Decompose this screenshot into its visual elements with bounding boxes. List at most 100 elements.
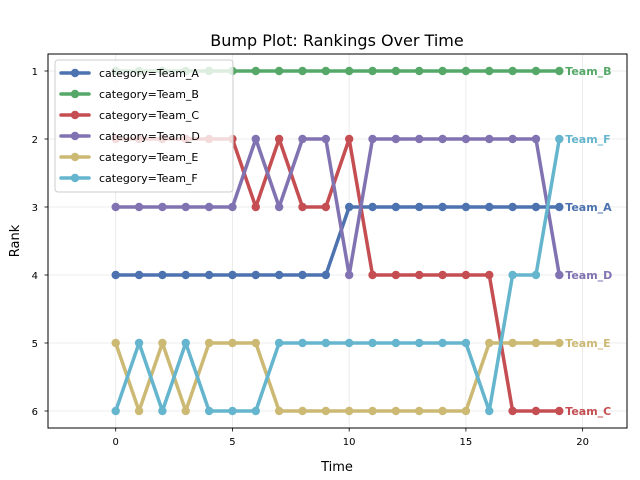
x-tick-label: 0 xyxy=(113,437,119,448)
data-point xyxy=(485,66,494,76)
legend-label: category=Team_D xyxy=(99,130,200,143)
data-point xyxy=(531,66,541,76)
legend-swatch-marker xyxy=(70,152,80,162)
data-point xyxy=(321,202,331,212)
y-tick-label: 4 xyxy=(32,271,38,282)
data-point xyxy=(485,406,494,416)
legend-item: category=Team_D xyxy=(59,130,200,143)
data-point xyxy=(274,202,284,212)
end-label-Team_E: Team_E xyxy=(565,337,610,350)
data-point xyxy=(391,134,401,144)
data-point xyxy=(368,134,377,144)
legend-item: category=Team_F xyxy=(59,172,198,185)
data-point xyxy=(555,406,564,416)
data-point xyxy=(204,338,214,348)
end-label-Team_A: Team_A xyxy=(565,201,612,214)
data-point xyxy=(321,270,331,280)
data-point xyxy=(438,66,447,76)
data-point xyxy=(438,406,447,416)
data-point xyxy=(555,338,564,348)
legend-swatch-marker xyxy=(70,110,80,120)
data-point xyxy=(158,202,167,212)
data-point xyxy=(228,270,237,280)
data-point xyxy=(438,202,447,212)
data-point xyxy=(438,338,447,348)
data-point xyxy=(228,202,237,212)
data-point xyxy=(111,406,120,416)
data-point xyxy=(158,270,167,280)
data-point xyxy=(134,406,144,416)
y-tick-label: 3 xyxy=(32,203,38,214)
data-point xyxy=(344,134,354,144)
data-point xyxy=(158,338,167,348)
data-point xyxy=(368,338,377,348)
data-point xyxy=(391,202,401,212)
data-point xyxy=(438,134,447,144)
data-point xyxy=(204,202,214,212)
data-point xyxy=(508,66,517,76)
y-axis: 1 2 3 4 5 6 xyxy=(32,67,48,418)
data-point xyxy=(134,338,144,348)
data-point xyxy=(391,270,401,280)
data-point xyxy=(298,338,307,348)
data-point xyxy=(134,202,144,212)
data-point xyxy=(344,338,354,348)
series-group xyxy=(111,66,564,416)
end-label-Team_B: Team_B xyxy=(565,65,611,78)
data-point xyxy=(228,338,237,348)
data-point xyxy=(228,406,237,416)
data-point xyxy=(461,338,471,348)
legend-label: category=Team_A xyxy=(99,67,199,80)
data-point xyxy=(344,270,354,280)
end-label-Team_F: Team_F xyxy=(565,133,610,146)
end-labels: Team_A Team_B Team_C Team_D Team_E Team_F xyxy=(565,65,612,418)
end-label-Team_C: Team_C xyxy=(565,405,611,418)
legend-item: category=Team_C xyxy=(59,109,199,122)
data-point xyxy=(181,270,190,280)
data-point xyxy=(531,270,541,280)
data-point xyxy=(251,66,260,76)
data-point xyxy=(274,66,284,76)
data-point xyxy=(508,406,517,416)
y-axis-title: Rank xyxy=(8,224,23,257)
legend-item: category=Team_E xyxy=(59,151,198,164)
data-point xyxy=(368,406,377,416)
data-point xyxy=(415,134,424,144)
data-point xyxy=(485,202,494,212)
x-tick-label: 10 xyxy=(343,437,356,448)
x-axis-title: Time xyxy=(320,460,353,475)
data-point xyxy=(461,202,471,212)
data-point xyxy=(134,270,144,280)
y-tick-label: 6 xyxy=(32,407,38,418)
data-point xyxy=(555,66,564,76)
x-axis: 0 5 10 15 20 xyxy=(113,428,589,448)
data-point xyxy=(298,66,307,76)
data-point xyxy=(461,66,471,76)
data-point xyxy=(415,270,424,280)
data-point xyxy=(344,202,354,212)
data-point xyxy=(485,134,494,144)
data-point xyxy=(321,134,331,144)
x-tick-label: 15 xyxy=(460,437,473,448)
data-point xyxy=(181,406,190,416)
data-point xyxy=(111,338,120,348)
data-point xyxy=(555,202,564,212)
data-point xyxy=(111,202,120,212)
series-Team_E xyxy=(111,338,564,416)
data-point xyxy=(251,406,260,416)
data-point xyxy=(251,202,260,212)
data-point xyxy=(344,406,354,416)
data-point xyxy=(508,270,517,280)
series-Team_A xyxy=(111,202,564,280)
data-point xyxy=(461,270,471,280)
y-tick-label: 5 xyxy=(32,339,38,350)
data-point xyxy=(274,338,284,348)
chart-title: Bump Plot: Rankings Over Time xyxy=(210,31,463,50)
legend-label: category=Team_B xyxy=(99,88,199,101)
data-point xyxy=(391,66,401,76)
data-point xyxy=(531,338,541,348)
data-point xyxy=(485,338,494,348)
data-point xyxy=(298,134,307,144)
data-point xyxy=(298,406,307,416)
